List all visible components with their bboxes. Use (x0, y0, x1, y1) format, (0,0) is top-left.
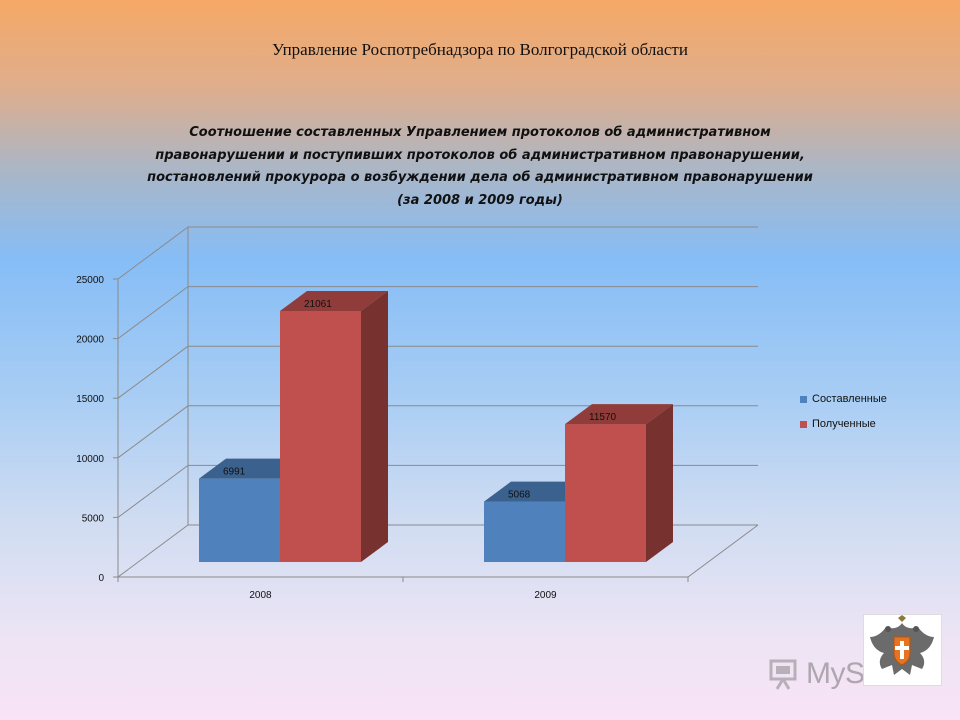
legend-item-series-2: Полученные (800, 418, 887, 430)
emblem-logo (863, 614, 942, 686)
y-tick-label: 5000 (82, 513, 105, 524)
bar-front (280, 310, 361, 562)
gridline-side (117, 464, 189, 518)
chart-title: Соотношение составленных Управлением про… (130, 122, 830, 212)
legend-swatch (800, 420, 807, 428)
legend-label: Составленные (812, 393, 887, 405)
gridline-side (117, 226, 189, 280)
gridline-side (117, 286, 189, 340)
x-tick-label: 2009 (534, 590, 557, 601)
chart-legend: Составленные Полученные (800, 393, 887, 443)
chart-title-line: (за 2008 и 2009 годы) (397, 192, 563, 208)
double-headed-eagle-emblem-icon (870, 615, 934, 675)
x-tick-label: 2008 (249, 590, 272, 601)
data-label: 11570 (589, 412, 617, 423)
bar-side (361, 290, 388, 562)
chart-title-line: правонарушении и поступивших протоколов … (155, 147, 805, 163)
y-tick-label: 20000 (76, 335, 104, 346)
y-tick-label: 25000 (76, 275, 104, 286)
legend-item-series-1: Составленные (800, 393, 887, 405)
y-tick-label: 0 (98, 573, 104, 584)
bar-front (565, 424, 646, 562)
page-header: Управление Роспотребнадзора по Волгоград… (272, 40, 688, 59)
gridline-side (117, 345, 189, 399)
data-label: 21061 (304, 299, 332, 310)
bar-Полученные-2009 (565, 404, 673, 562)
bar-side (646, 404, 673, 562)
chart-title-line: постановлений прокурора о возбуждении де… (147, 170, 813, 185)
gridline-side (117, 524, 189, 578)
bar-Полученные-2008 (280, 290, 388, 562)
legend-swatch (800, 395, 807, 403)
bar-front (484, 501, 565, 562)
bar-front (199, 478, 280, 562)
presentation-board-icon (769, 659, 797, 690)
bar-top (280, 290, 388, 311)
y-tick-label: 15000 (76, 394, 104, 405)
legend-label: Полученные (812, 418, 876, 430)
gridline-side (117, 405, 189, 459)
data-label: 5068 (508, 490, 531, 501)
floor-edge (687, 524, 759, 578)
data-label: 6991 (223, 467, 246, 478)
chart-title-line: Соотношение составленных Управлением про… (189, 125, 771, 140)
bar-top (565, 404, 673, 425)
y-tick-label: 10000 (76, 454, 104, 465)
